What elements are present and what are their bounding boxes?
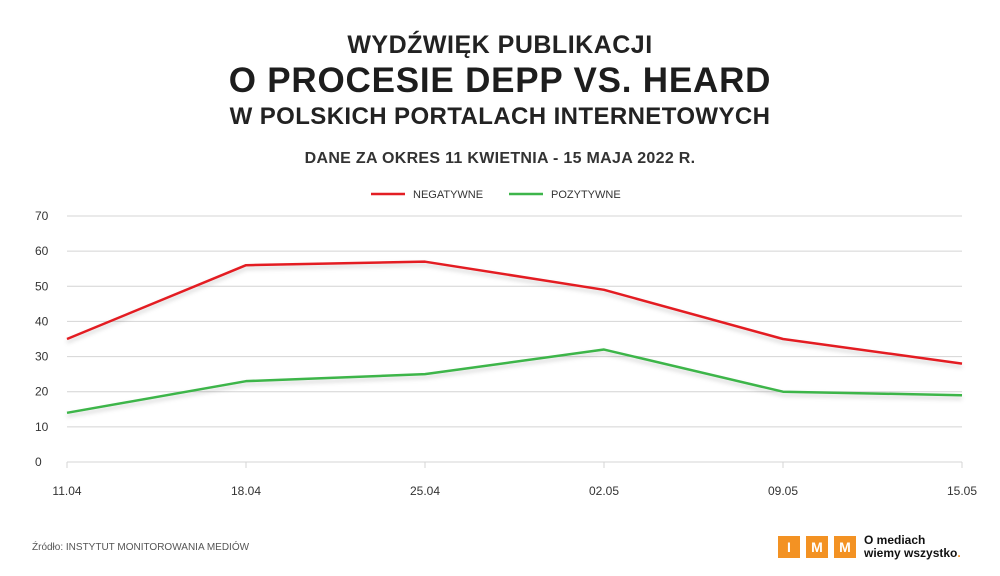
x-tick-label: 11.04 <box>52 484 81 498</box>
source-note: Źródło: INSTYTUT MONITOROWANIA MEDIÓW <box>32 542 250 553</box>
grid-lines <box>67 215 962 463</box>
y-tick-label: 30 <box>35 350 49 364</box>
y-tick-label: 50 <box>35 279 49 293</box>
x-tick-label: 15.05 <box>947 484 977 498</box>
x-tick-label: 18.04 <box>231 484 261 498</box>
logo-letter: M <box>834 536 856 558</box>
legend-label: NEGATYWNE <box>413 189 483 201</box>
title-line-2: O PROCESIE DEPP VS. HEARD <box>228 61 772 100</box>
series-line-negatywne <box>66 260 963 365</box>
logo-letter: M <box>806 536 828 558</box>
chart-title: WYDŹWIĘK PUBLIKACJI O PROCESIE DEPP VS. … <box>0 30 1000 132</box>
legend-label: POZYTYWNE <box>551 189 621 201</box>
line-chart: NEGATYWNE POZYTYWNE 0 10 20 30 40 50 60 70 11.04… <box>35 189 977 498</box>
y-tick-label: 10 <box>35 420 49 434</box>
series-line-pozytywne <box>66 348 963 415</box>
chart-subtitle: DANE ZA OKRES 11 KWIETNIA - 15 MAJA 2022… <box>304 150 696 167</box>
x-tick-label: 09.05 <box>768 484 798 498</box>
series-group <box>66 260 963 415</box>
y-tick-label: 40 <box>35 314 49 328</box>
logo-letter: I <box>778 536 800 558</box>
y-tick-label: 70 <box>35 209 49 223</box>
y-tick-label: 20 <box>35 385 49 399</box>
y-tick-label: 60 <box>35 244 49 258</box>
x-axis-ticks: 11.04 18.04 25.04 02.05 09.05 15.05 <box>52 462 977 498</box>
x-tick-label: 02.05 <box>589 484 619 498</box>
y-tick-label: 0 <box>35 455 42 469</box>
x-tick-label: 25.04 <box>410 484 440 498</box>
title-line-3: W POLSKICH PORTALACH INTERNETOWYCH <box>229 103 771 130</box>
legend: NEGATYWNE POZYTYWNE <box>371 189 621 201</box>
title-line-1: WYDŹWIĘK PUBLIKACJI <box>347 31 653 59</box>
imm-logo: I M M O mediach wiemy wszystko. <box>778 534 961 560</box>
logo-tagline: O mediach wiemy wszystko. <box>864 533 961 560</box>
y-axis-ticks: 0 10 20 30 40 50 60 70 <box>35 209 49 469</box>
